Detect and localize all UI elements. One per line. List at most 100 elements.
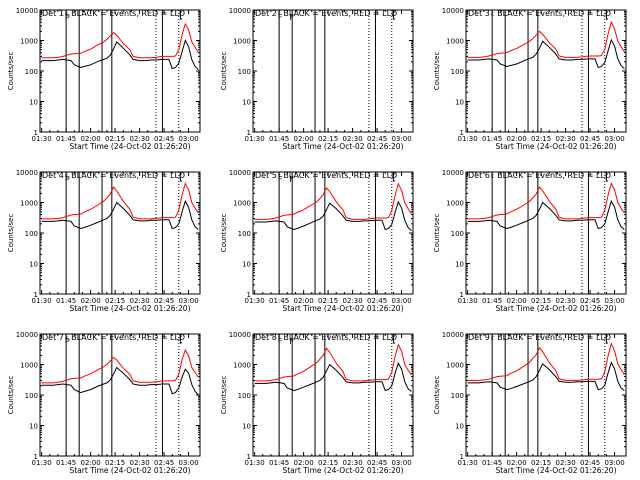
x-tick-label: 01:30 bbox=[245, 297, 265, 305]
y-tick-label: 10 bbox=[455, 423, 464, 431]
series-line-events bbox=[467, 199, 625, 230]
panel-title-det: Det 3 bbox=[468, 9, 490, 18]
plot-frame bbox=[465, 333, 627, 457]
panel-title-legend: BLACK = Events, RED = LLD bbox=[283, 9, 397, 18]
panel-title: Det 7c BLACK = Events, RED = LLD bbox=[42, 333, 185, 342]
y-tick-label: 1000 bbox=[446, 362, 464, 370]
y-axis-title: Counts/sec bbox=[7, 214, 15, 253]
panel-title-det: Det 8 bbox=[255, 333, 277, 342]
segment-label: F bbox=[289, 337, 294, 346]
segment-label: F bbox=[289, 13, 294, 22]
x-tick-label: 03:00 bbox=[604, 297, 624, 305]
x-axis-title: Start Time (24-Oct-02 01:26:20) bbox=[69, 142, 190, 151]
series-line-events bbox=[41, 39, 199, 71]
x-axis-title: Start Time (24-Oct-02 01:26:20) bbox=[282, 304, 403, 313]
x-tick-label: 02:30 bbox=[555, 459, 575, 467]
y-tick-label: 1 bbox=[460, 129, 464, 137]
x-tick-label: 01:45 bbox=[56, 459, 76, 467]
x-tick-label: 01:45 bbox=[482, 459, 502, 467]
panel-title-mode: r bbox=[278, 335, 281, 342]
x-tick-label: 01:45 bbox=[269, 135, 289, 143]
y-tick-label: 10000 bbox=[229, 169, 251, 177]
plot-frame bbox=[252, 9, 414, 133]
panel-det-4: 1 10 100 1000 10000 01:30 01:45 02:00 02:15 02:30… bbox=[7, 169, 201, 313]
x-tick-label: 02:15 bbox=[318, 135, 338, 143]
x-tick-label: 01:30 bbox=[32, 297, 52, 305]
x-tick-label: 02:15 bbox=[105, 297, 125, 305]
y-tick-label: 1000 bbox=[233, 200, 251, 208]
y-tick-label: 1 bbox=[247, 129, 251, 137]
bracket-mark bbox=[179, 11, 183, 20]
x-tick-label: 02:15 bbox=[531, 459, 551, 467]
x-axis-title: Start Time (24-Oct-02 01:26:20) bbox=[282, 142, 403, 151]
panel-title-det: Det 1 bbox=[42, 9, 64, 18]
y-tick-label: 100 bbox=[25, 392, 38, 400]
segment-label: F bbox=[289, 175, 294, 184]
segment-label: P bbox=[65, 337, 70, 346]
x-tick-label: 01:45 bbox=[482, 297, 502, 305]
y-tick-label: 10 bbox=[29, 423, 38, 431]
series-line-events bbox=[41, 366, 199, 396]
series-line-events bbox=[41, 199, 199, 230]
plot-frame bbox=[465, 9, 627, 133]
series-line-lld bbox=[41, 22, 199, 59]
x-axis-title: Start Time (24-Oct-02 01:26:20) bbox=[495, 304, 616, 313]
plot-frame bbox=[252, 333, 414, 457]
plot-frame bbox=[39, 171, 201, 295]
panel-title-det: Det 7 bbox=[42, 333, 64, 342]
series-line-lld bbox=[254, 343, 412, 382]
y-tick-label: 10000 bbox=[16, 169, 38, 177]
x-tick-label: 02:15 bbox=[531, 135, 551, 143]
x-tick-label: 02:15 bbox=[318, 297, 338, 305]
panel-title: Det 6c BLACK = Events, RED = LLD bbox=[468, 171, 611, 180]
x-axis-title: Start Time (24-Oct-02 01:26:20) bbox=[69, 304, 190, 313]
x-axis-title: Start Time (24-Oct-02 01:26:20) bbox=[495, 142, 616, 151]
segment-label: F bbox=[278, 13, 283, 22]
x-axis-title: Start Time (24-Oct-02 01:26:20) bbox=[495, 466, 616, 475]
x-tick-label: 02:15 bbox=[105, 135, 125, 143]
x-tick-label: 01:45 bbox=[482, 135, 502, 143]
panel-title-legend: BLACK = Events, RED = LLD bbox=[283, 171, 397, 180]
x-tick-label: 02:30 bbox=[129, 459, 149, 467]
bracket-mark bbox=[605, 11, 609, 20]
x-tick-label: 01:45 bbox=[56, 135, 76, 143]
plot-frame bbox=[252, 171, 414, 295]
x-tick-label: 02:45 bbox=[154, 459, 174, 467]
x-tick-label: 02:00 bbox=[507, 135, 527, 143]
y-axis-title: Counts/sec bbox=[220, 376, 228, 415]
series-line-events bbox=[254, 361, 412, 392]
panel-det-6: 1 10 100 1000 10000 01:30 01:45 02:00 02:15 02:30… bbox=[433, 169, 627, 313]
panel-title-det: Det 9 bbox=[468, 333, 490, 342]
panel-det-8: 1 10 100 1000 10000 01:30 01:45 02:00 02:15 02:30… bbox=[220, 331, 414, 475]
x-tick-label: 02:45 bbox=[580, 459, 600, 467]
y-axis-title: Counts/sec bbox=[220, 52, 228, 91]
y-tick-label: 10 bbox=[455, 99, 464, 107]
panel-title-mode: c bbox=[65, 11, 68, 18]
y-axis-title: Counts/sec bbox=[7, 52, 15, 91]
panel-title: Det 1c BLACK = Events, RED = LLD bbox=[42, 9, 185, 18]
x-tick-label: 02:30 bbox=[555, 297, 575, 305]
y-tick-label: 1000 bbox=[446, 38, 464, 46]
panel-det-9: 1 10 100 1000 10000 01:30 01:45 02:00 02:15 02:30… bbox=[433, 331, 627, 475]
x-tick-label: 03:00 bbox=[391, 297, 411, 305]
panel-title-mode: c bbox=[491, 335, 494, 342]
x-tick-label: 01:45 bbox=[269, 297, 289, 305]
y-tick-label: 10 bbox=[242, 261, 251, 269]
y-tick-label: 1 bbox=[460, 453, 464, 461]
panel-title-legend: BLACK = Events, RED = LLD bbox=[283, 333, 397, 342]
x-tick-label: 02:00 bbox=[294, 135, 314, 143]
panel-det-5: 1 10 100 1000 10000 01:30 01:45 02:00 02:15 02:30… bbox=[220, 169, 414, 313]
series-line-lld bbox=[467, 20, 625, 58]
panel-det-3: 1 10 100 1000 10000 01:30 01:45 02:00 02:15 02:30… bbox=[433, 7, 627, 151]
y-tick-label: 10 bbox=[455, 261, 464, 269]
panel-title: Det 9c BLACK = Events, RED = LLD bbox=[468, 333, 611, 342]
series-line-events bbox=[467, 361, 625, 391]
series-line-lld bbox=[41, 348, 199, 384]
y-tick-label: 100 bbox=[25, 68, 38, 76]
panel-det-2: 1 10 100 1000 10000 01:30 01:45 02:00 02:15 02:30… bbox=[220, 7, 414, 151]
series-line-lld bbox=[467, 182, 625, 220]
panel-det-7: 1 10 100 1000 10000 01:30 01:45 02:00 02:15 02:30… bbox=[7, 331, 201, 475]
y-tick-label: 1000 bbox=[446, 200, 464, 208]
panel-title-legend: BLACK = Events, RED = LLD bbox=[497, 333, 611, 342]
